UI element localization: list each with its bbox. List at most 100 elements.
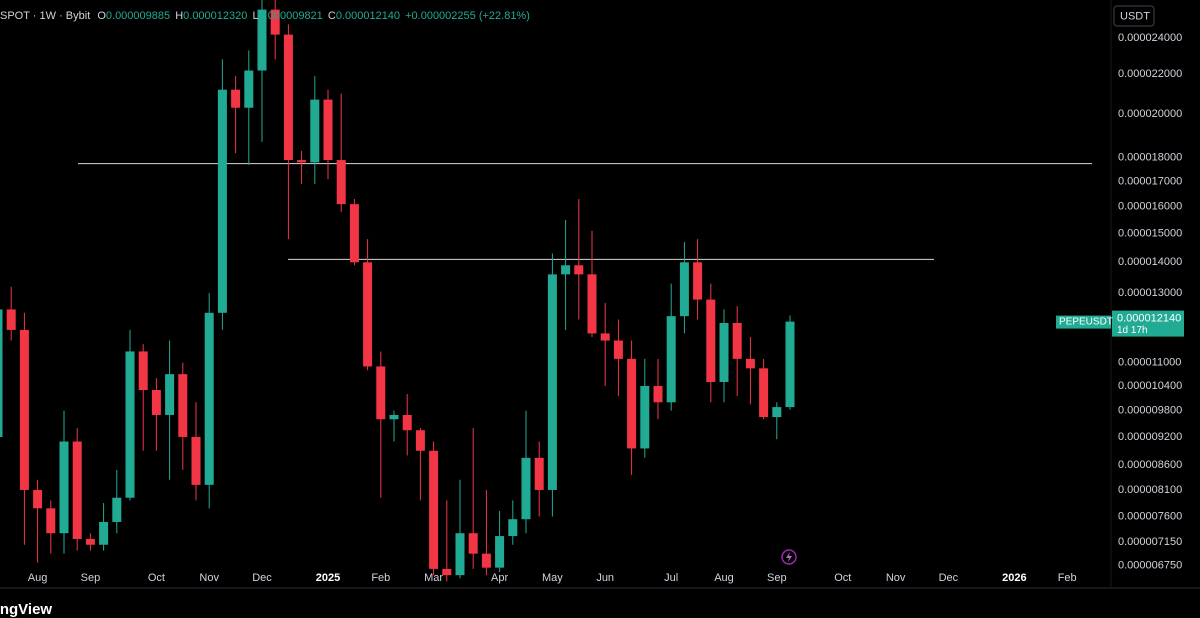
ohlc-value: 0.000009821	[259, 10, 323, 22]
candle-body	[653, 385, 663, 403]
x-tick-label: Feb	[1058, 572, 1077, 584]
candle-body	[138, 351, 148, 390]
y-tick-label: 0.000013000	[1118, 287, 1182, 299]
candle-body	[495, 536, 505, 568]
candle-body	[204, 312, 214, 485]
x-tick-label: Sep	[767, 572, 787, 584]
candle-body	[693, 262, 703, 300]
last-price-tag	[1112, 310, 1184, 337]
header: SPOT · 1W · Bybit O0.000009885 H0.000012…	[0, 10, 530, 22]
candle-body	[442, 568, 452, 576]
y-tick-label: 0.000024000	[1118, 32, 1182, 44]
x-tick-label: Dec	[252, 572, 272, 584]
candle-body	[19, 329, 29, 490]
candle-body	[719, 322, 729, 382]
currency-box[interactable]	[1113, 5, 1155, 27]
y-tick-label: 0.000009800	[1118, 405, 1182, 417]
candle-body	[165, 374, 175, 415]
candle-body	[561, 265, 571, 275]
y-tick-label: 0.000010400	[1118, 380, 1182, 392]
currency: USDT	[1120, 10, 1150, 22]
y-tick-label: 0.000015000	[1118, 228, 1182, 240]
x-tick-label: 2026	[1002, 572, 1026, 584]
x-tick-label: Oct	[834, 572, 851, 584]
candle-body	[33, 489, 43, 509]
symbol-label: PEPEUSDT	[1059, 317, 1113, 328]
candle-body	[600, 333, 610, 341]
candle-body	[521, 457, 531, 520]
candle-body	[640, 385, 650, 449]
x-tick-label: Sep	[81, 572, 101, 584]
candle-body	[429, 450, 439, 569]
candle-body	[59, 441, 69, 534]
candle-body	[125, 351, 135, 498]
x-tick-label: Jul	[664, 572, 678, 584]
x-tick-label: 2025	[316, 572, 340, 584]
x-tick-label: May	[542, 572, 563, 584]
candle-body	[85, 538, 95, 545]
candle-body	[666, 316, 676, 403]
ohlc-label: C	[328, 10, 336, 22]
countdown: 1d 17h	[1117, 325, 1148, 336]
candle-body	[772, 407, 782, 418]
y-tick-label: 0.000022000	[1118, 68, 1182, 80]
ohlc-label: L	[252, 10, 258, 22]
candle-body	[0, 309, 3, 437]
candle-body	[46, 508, 56, 534]
y-tick-label: 0.000008100	[1118, 484, 1182, 496]
symbol: SPOT · 1W · Bybit	[0, 10, 90, 22]
ohlc-value: 0.000012140	[336, 10, 400, 22]
x-tick-label: Mar	[424, 572, 443, 584]
candle-body	[349, 204, 359, 263]
candle-body	[191, 436, 201, 485]
candle-body	[481, 553, 491, 568]
candle-body	[297, 160, 307, 163]
candle-body	[468, 533, 478, 554]
candle-body	[415, 430, 425, 451]
candle-body	[178, 374, 188, 437]
x-tick-label: Oct	[148, 572, 165, 584]
candle-body	[6, 309, 16, 330]
candle-body	[587, 274, 597, 334]
candle-body	[363, 262, 373, 367]
candle-body	[706, 299, 716, 382]
candle-body	[627, 358, 637, 449]
candle-body	[613, 340, 623, 359]
last-price-label: 0.000012140	[1117, 313, 1181, 325]
y-tick-label: 0.000016000	[1118, 201, 1182, 213]
change: +0.000002255 (+22.81%)	[405, 10, 530, 22]
candle-body	[679, 262, 689, 317]
candle-body	[217, 89, 227, 313]
y-tick-label: 0.000009200	[1118, 431, 1182, 443]
candle-body	[323, 99, 333, 161]
x-tick-label: Nov	[886, 572, 906, 584]
candle-body	[547, 274, 557, 490]
candle-body	[257, 9, 267, 71]
footer-logo: TradingView	[0, 601, 52, 618]
x-tick-label: Aug	[28, 572, 48, 584]
candle-body	[759, 368, 769, 418]
x-tick-label: Feb	[371, 572, 390, 584]
ohlc-value: 0.000012320	[183, 10, 247, 22]
candle-body	[112, 497, 122, 522]
candle-body	[72, 441, 82, 539]
y-tick-label: 0.000007150	[1118, 536, 1182, 548]
ohlc-value: 0.000009885	[106, 10, 170, 22]
x-tick-label: Apr	[491, 572, 508, 584]
candle-body	[745, 358, 755, 369]
candle-body	[376, 366, 386, 420]
candle-body	[99, 521, 109, 545]
candle-body	[785, 321, 795, 408]
candle-body	[455, 533, 465, 576]
candle-body	[732, 322, 742, 359]
candle-body	[270, 9, 280, 35]
candle-body	[231, 89, 241, 108]
candle-body	[402, 414, 412, 431]
y-tick-label: 0.000008600	[1118, 459, 1182, 471]
candle-body	[283, 34, 293, 161]
candle-body	[574, 265, 584, 275]
event-icon[interactable]	[781, 549, 797, 565]
candle-body	[336, 160, 346, 205]
x-tick-label: Jun	[596, 572, 614, 584]
y-tick-label: 0.000011000	[1118, 357, 1181, 369]
